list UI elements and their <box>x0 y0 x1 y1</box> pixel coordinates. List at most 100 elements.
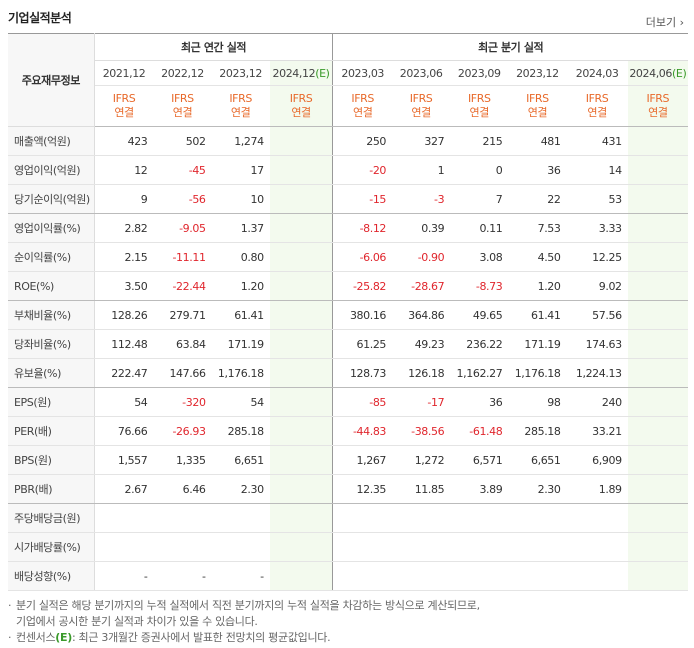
value-cell: 6,571 <box>450 445 509 475</box>
data-row: 순이익률(%) 2.15 -11.11 0.80 -6.06 -0.90 3.08 4.50 1… <box>8 242 688 272</box>
period: 2022,12 <box>161 66 204 80</box>
more-link[interactable]: 더보기 <box>646 14 684 30</box>
value-cell: 250 <box>332 126 393 156</box>
period: 2024,12 <box>272 66 316 80</box>
value-cell <box>332 561 393 591</box>
period: 2023,03 <box>341 66 385 80</box>
note-line: 분기 실적은 해당 분기까지의 누적 실적에서 직전 분기까지의 누적 실적을 … <box>16 599 480 612</box>
value-cell: 63.84 <box>153 329 212 359</box>
value-cell: 481 <box>508 126 567 156</box>
row-label: 배당성향(%) <box>8 561 95 591</box>
accounting-standard: IFRS <box>646 92 670 105</box>
value-cell: -44.83 <box>332 416 393 446</box>
row-label: 시가배당률(%) <box>8 532 95 562</box>
value-cell: 6,909 <box>566 445 628 475</box>
value-cell <box>211 503 270 533</box>
value-cell <box>269 561 334 591</box>
note-line: 기업에서 공시한 분기 실적과 차이가 있을 수 있습니다. <box>16 615 258 628</box>
value-cell: 1 <box>392 155 451 185</box>
value-cell: 36 <box>450 387 509 417</box>
data-row: PBR(배) 2.67 6.46 2.30 12.35 11.85 3.89 2.30 1.89 <box>8 474 688 504</box>
value-cell: 54 <box>94 387 154 417</box>
value-cell <box>627 242 688 272</box>
value-cell: 9 <box>94 184 154 214</box>
value-cell: 53 <box>566 184 628 214</box>
value-cell: 1,557 <box>94 445 154 475</box>
value-cell <box>392 532 451 562</box>
value-cell <box>269 271 334 301</box>
value-cell: -0.90 <box>392 242 451 272</box>
value-cell: 502 <box>153 126 212 156</box>
estimate-marker: (E) <box>315 66 330 80</box>
value-cell: 2.30 <box>211 474 270 504</box>
estimate-marker: (E) <box>672 66 687 80</box>
standard-header: IFRS 연결 <box>94 85 154 127</box>
consolidation-basis: 연결 <box>172 106 193 119</box>
value-cell <box>269 387 334 417</box>
value-cell: 364.86 <box>392 300 451 330</box>
accounting-standard: IFRS <box>585 92 609 105</box>
value-cell <box>450 503 509 533</box>
value-cell <box>392 503 451 533</box>
value-cell <box>627 561 688 591</box>
consolidation-basis: 연결 <box>411 106 431 119</box>
data-row: 당좌비율(%) 112.48 63.84 171.19 61.25 49.23 236.22… <box>8 329 688 359</box>
value-cell: 7 <box>450 184 509 214</box>
value-cell: 2.67 <box>94 474 154 504</box>
value-cell <box>627 532 688 562</box>
value-cell: 9.02 <box>566 271 628 301</box>
value-cell: 0.80 <box>211 242 270 272</box>
standard-header: IFRS 연결 <box>392 85 451 127</box>
value-cell <box>269 300 334 330</box>
value-cell <box>627 445 688 475</box>
value-cell <box>627 213 688 243</box>
note: 컨센서스(E): 최근 3개월간 증권사에서 발표한 전망치의 평균값입니다. <box>8 630 480 646</box>
value-cell: 1.20 <box>211 271 270 301</box>
value-cell <box>269 416 334 446</box>
value-cell: 215 <box>450 126 509 156</box>
value-cell <box>269 242 334 272</box>
value-cell: 171.19 <box>508 329 567 359</box>
value-cell: - <box>94 561 154 591</box>
value-cell: 6,651 <box>508 445 567 475</box>
row-label: 당기순이익(억원) <box>8 184 95 214</box>
value-cell: 128.26 <box>94 300 154 330</box>
value-cell <box>94 532 154 562</box>
row-label: ROE(%) <box>8 271 95 301</box>
data-row: 시가배당률(%) <box>8 532 688 562</box>
value-cell: 2.15 <box>94 242 154 272</box>
value-cell <box>627 271 688 301</box>
value-cell <box>332 532 393 562</box>
value-cell <box>269 184 334 214</box>
period: 2023,12 <box>219 66 262 80</box>
period-header: 2023,03 <box>332 60 393 86</box>
value-cell: 2.30 <box>508 474 567 504</box>
value-cell: 236.22 <box>450 329 509 359</box>
row-label: 당좌비율(%) <box>8 329 95 359</box>
financial-table: 주요재무정보 최근 연간 실적 최근 분기 실적 2021,12 2022,12 2023… <box>8 33 688 591</box>
group-header: 최근 분기 실적 <box>332 33 688 61</box>
period: 2023,09 <box>457 66 501 80</box>
consolidation-basis: 연결 <box>114 106 134 119</box>
standard-header: IFRS 연결 <box>450 85 509 127</box>
value-cell: -11.11 <box>153 242 212 272</box>
consolidation-basis: 연결 <box>230 106 251 119</box>
value-cell <box>269 532 334 562</box>
value-cell: 3.33 <box>566 213 628 243</box>
period: 2023,12 <box>516 66 559 80</box>
row-label: PER(배) <box>8 416 95 446</box>
standard-header: IFRS 연결 <box>627 85 688 127</box>
value-cell: -26.93 <box>153 416 212 446</box>
value-cell <box>627 416 688 446</box>
value-cell: 12.35 <box>332 474 393 504</box>
value-cell: -45 <box>153 155 212 185</box>
row-label: BPS(원) <box>8 445 95 475</box>
value-cell <box>566 561 628 591</box>
row-label: 영업이익률(%) <box>8 213 95 243</box>
group-header: 최근 연간 실적 <box>94 33 334 61</box>
value-cell <box>269 503 334 533</box>
value-cell: 285.18 <box>508 416 567 446</box>
period-header: 2023,12 <box>508 60 567 86</box>
period: 2021,12 <box>102 66 146 80</box>
